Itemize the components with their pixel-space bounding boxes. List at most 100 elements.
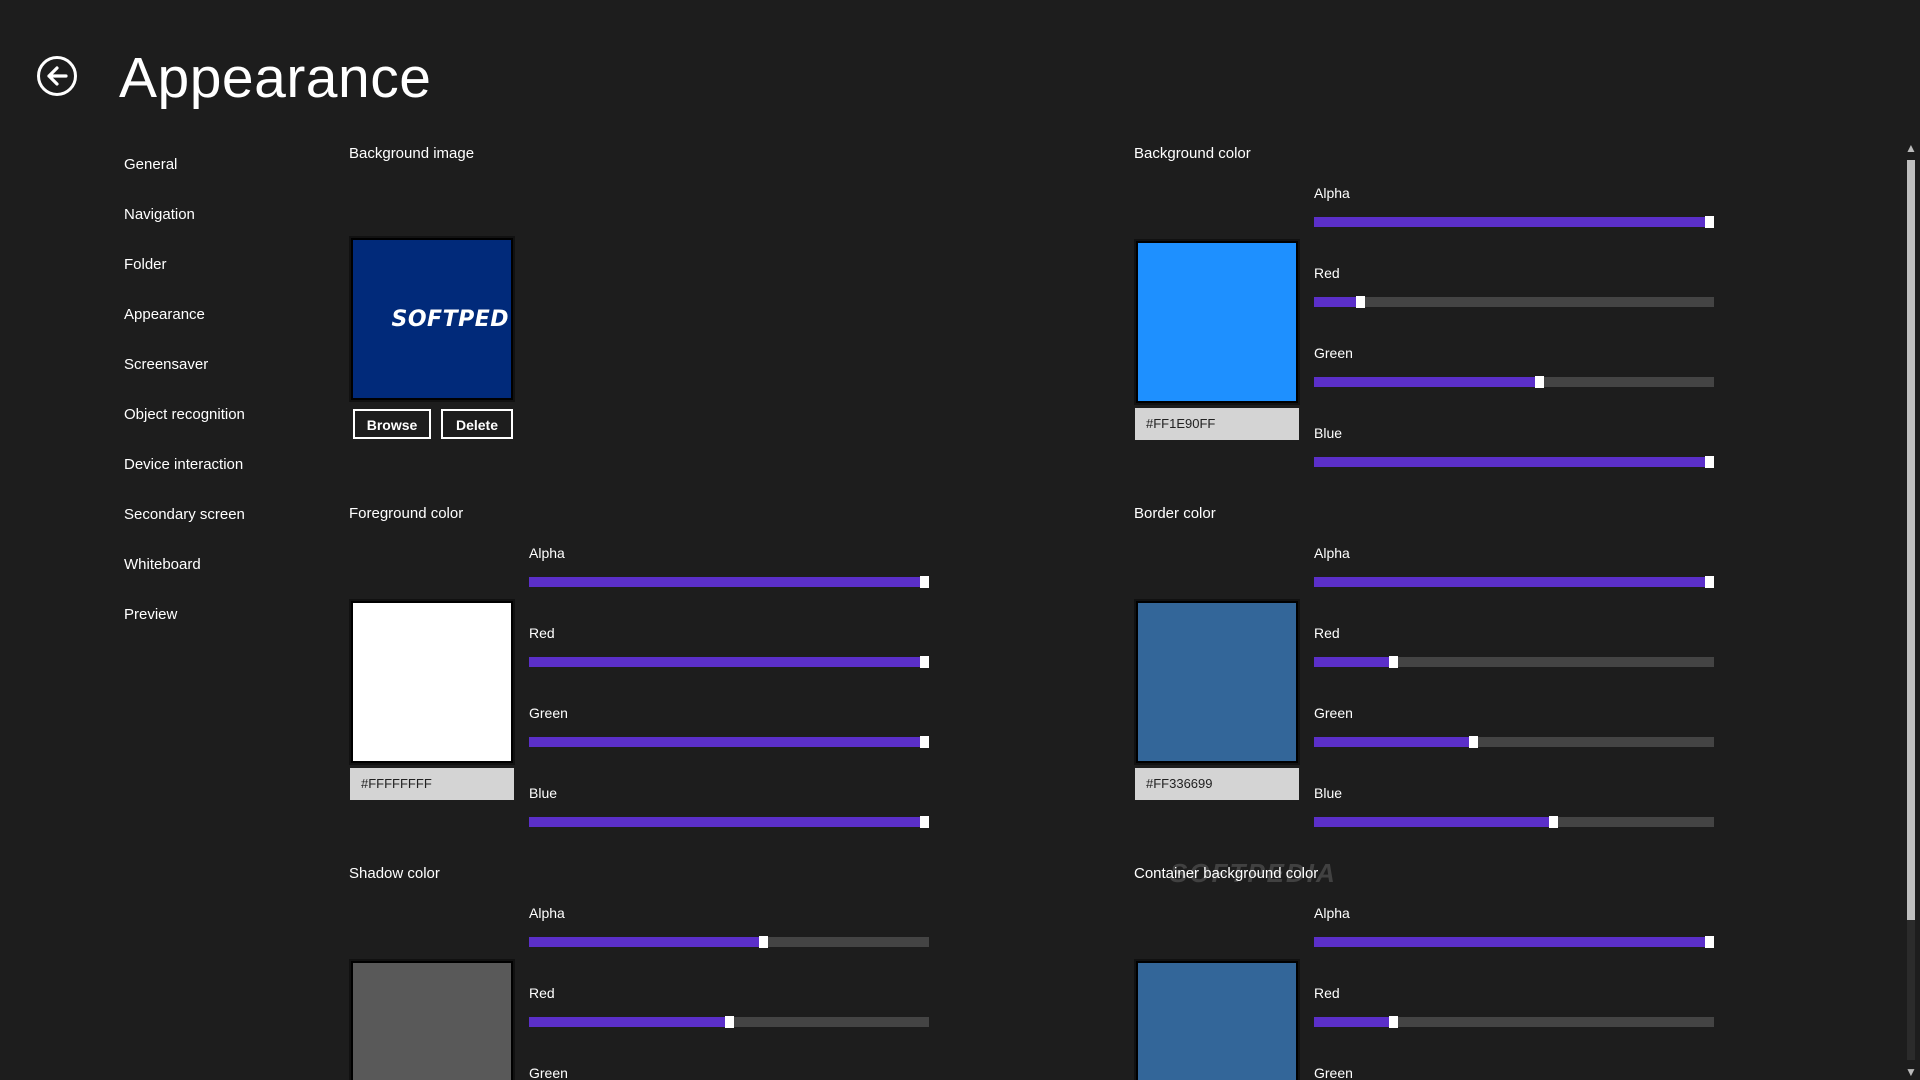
border-color-hex-field[interactable]: #FF336699 [1135,768,1299,800]
slider-fill [1314,297,1362,307]
background-alpha-slider[interactable] [1314,216,1714,228]
background-blue-slider[interactable] [1314,456,1714,468]
slider-thumb[interactable] [724,1016,734,1028]
slider-thumb[interactable] [1389,1016,1398,1028]
alpha-label: Alpha [1314,545,1350,561]
nav-item-appearance[interactable]: Appearance [124,306,205,323]
page-title: Appearance [119,46,432,110]
red-label: Red [529,985,555,1001]
alpha-label: Alpha [1314,905,1350,921]
foreground-blue-slider[interactable] [529,816,929,828]
nav-item-preview[interactable]: Preview [124,606,178,623]
slider-fill [529,657,929,667]
border-red-slider[interactable] [1314,656,1714,668]
slider-thumb[interactable] [1356,296,1366,308]
slider-fill [529,1017,730,1027]
slider-thumb[interactable] [920,656,929,668]
shadow-alpha-slider[interactable] [529,936,929,948]
foreground-color-swatch [353,603,511,761]
slider-fill [1314,457,1714,467]
slider-fill [529,577,929,587]
container-red-slider[interactable] [1314,1016,1714,1028]
container-background-color-swatch [1138,963,1296,1080]
slider-thumb[interactable] [920,576,929,588]
background-image-title: Background image [349,145,475,162]
slider-thumb[interactable] [920,816,929,828]
slider-fill [529,817,929,827]
nav-item-folder[interactable]: Folder [124,256,167,273]
background-color-preview [1134,239,1300,405]
background-color-swatch [1138,243,1296,401]
back-button[interactable] [37,56,77,96]
border-green-slider[interactable] [1314,736,1714,748]
shadow-color-preview [349,959,515,1080]
green-label: Green [1314,1065,1353,1080]
shadow-color-title: Shadow color [349,865,440,882]
slider-thumb[interactable] [1705,216,1714,228]
green-label: Green [1314,705,1353,721]
delete-button[interactable]: Delete [441,409,513,439]
foreground-color-preview [349,599,515,765]
arrow-left-icon [47,66,68,86]
nav-item-general[interactable]: General [124,156,178,173]
border-blue-slider[interactable] [1314,816,1714,828]
border-color-swatch [1138,603,1296,761]
slider-thumb[interactable] [1705,576,1714,588]
blue-label: Blue [529,785,558,801]
scroll-thumb[interactable] [1907,160,1915,920]
border-alpha-slider[interactable] [1314,576,1714,588]
background-green-slider[interactable] [1314,376,1714,388]
slider-thumb[interactable] [920,736,929,748]
foreground-red-slider[interactable] [529,656,929,668]
nav-item-secondary-screen[interactable]: Secondary screen [124,506,245,523]
slider-thumb[interactable] [1469,736,1478,748]
blue-label: Blue [1314,425,1343,441]
shadow-color-swatch [353,963,511,1080]
slider-thumb[interactable] [1705,456,1714,468]
nav-item-navigation[interactable]: Navigation [124,206,195,223]
foreground-green-slider[interactable] [529,736,929,748]
foreground-color-hex-field[interactable]: #FFFFFFFF [350,768,514,800]
red-label: Red [1314,625,1340,641]
slider-fill [1314,937,1714,947]
scroll-track[interactable] [1907,160,1915,1060]
slider-fill [1314,737,1474,747]
nav-item-whiteboard[interactable]: Whiteboard [124,556,201,573]
slider-fill [529,737,929,747]
slider-fill [1314,657,1394,667]
browse-button[interactable]: Browse [353,409,431,439]
slider-thumb[interactable] [759,936,769,948]
foreground-color-title: Foreground color [349,505,464,522]
slider-thumb[interactable] [1389,656,1398,668]
alpha-label: Alpha [529,545,565,561]
background-color-title: Background color [1134,145,1251,162]
nav-item-object-recognition[interactable]: Object recognition [124,406,245,423]
shadow-red-slider[interactable] [529,1016,929,1028]
background-color-hex-field[interactable]: #FF1E90FF [1135,408,1299,440]
slider-fill [1314,1017,1394,1027]
settings-nav: General Navigation Folder Appearance Scr… [124,150,245,650]
slider-thumb[interactable] [1549,816,1558,828]
container-background-color-title: Container background color [1134,865,1319,882]
foreground-alpha-slider[interactable] [529,576,929,588]
slider-thumb[interactable] [1534,376,1544,388]
nav-item-screensaver[interactable]: Screensaver [124,356,209,373]
red-label: Red [1314,265,1340,281]
red-label: Red [529,625,555,641]
blue-label: Blue [1314,785,1343,801]
scroll-up-icon[interactable]: ▲ [1905,141,1917,155]
scroll-down-icon[interactable]: ▼ [1905,1065,1917,1079]
container-alpha-slider[interactable] [1314,936,1714,948]
vertical-scrollbar[interactable]: ▲ ▼ [1902,140,1920,1080]
green-label: Green [529,1065,568,1080]
background-red-slider[interactable] [1314,296,1714,308]
green-label: Green [1314,345,1353,361]
background-image-preview: SOFTPED [349,236,515,402]
slider-fill [529,937,765,947]
slider-thumb[interactable] [1705,936,1714,948]
slider-fill [1314,817,1554,827]
green-label: Green [529,705,568,721]
nav-item-device-interaction[interactable]: Device interaction [124,456,244,473]
container-background-color-preview [1134,959,1300,1080]
